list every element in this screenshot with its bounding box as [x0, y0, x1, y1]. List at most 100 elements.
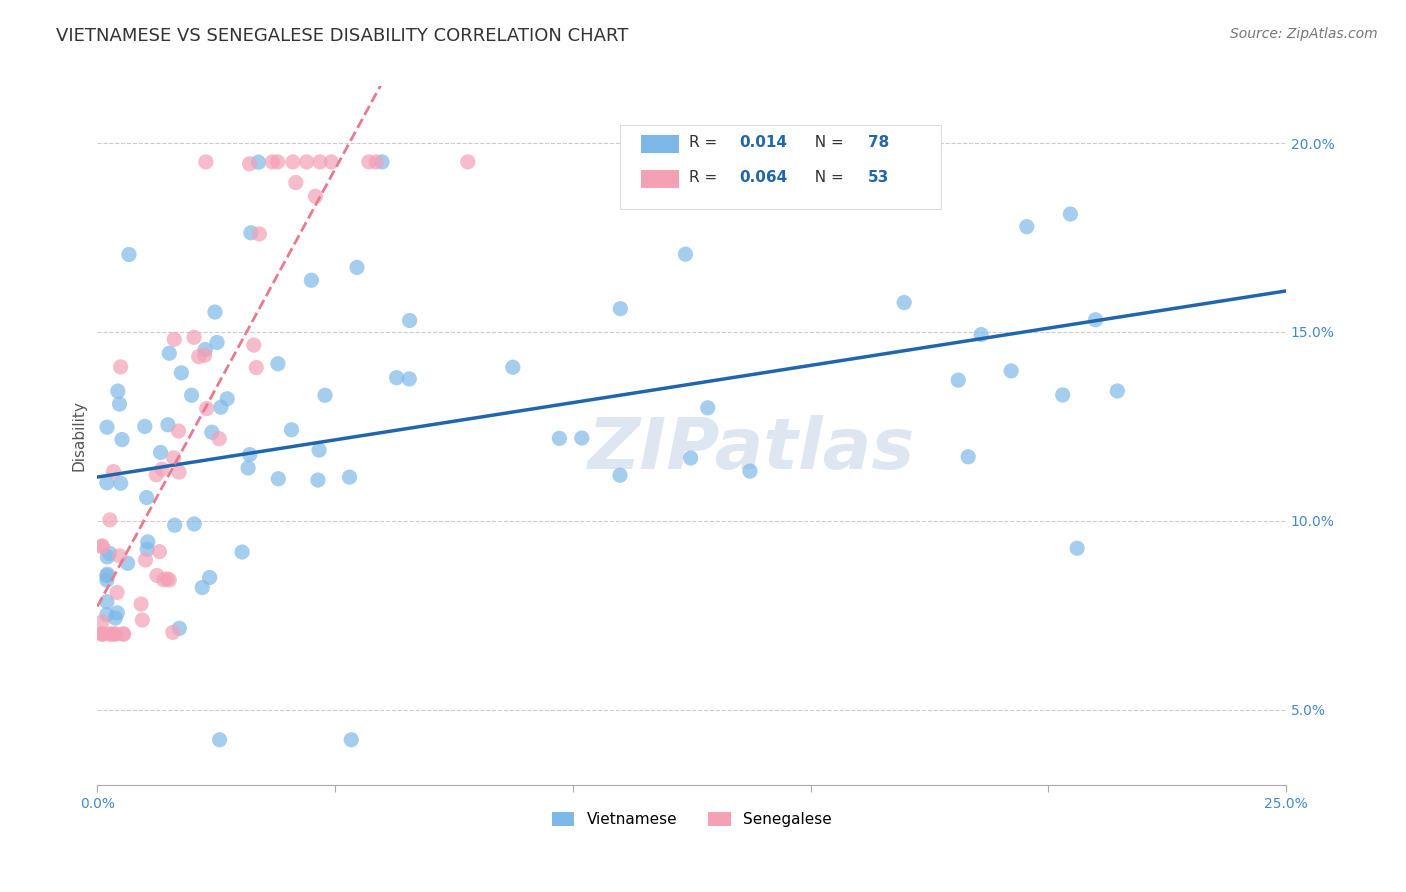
- Point: [131, 613, 153, 627]
- Point: [308, 443, 330, 458]
- Point: [136, 542, 159, 557]
- Point: [239, 226, 262, 240]
- Point: [108, 397, 131, 411]
- Point: [1000, 364, 1022, 378]
- Point: [191, 581, 214, 595]
- Point: [208, 432, 231, 446]
- Point: [247, 155, 270, 169]
- Point: [304, 189, 326, 203]
- Point: [371, 155, 394, 169]
- Point: [548, 431, 571, 445]
- Point: [163, 518, 186, 533]
- Point: [194, 348, 217, 362]
- Point: [157, 346, 180, 360]
- Point: [398, 313, 420, 327]
- Point: [307, 473, 329, 487]
- Point: [295, 155, 318, 169]
- Point: [201, 425, 224, 440]
- Text: N =: N =: [804, 135, 848, 150]
- Point: [156, 417, 179, 432]
- Point: [146, 568, 169, 582]
- Point: [205, 335, 228, 350]
- Point: [738, 464, 761, 478]
- Point: [679, 450, 702, 465]
- Point: [105, 606, 128, 620]
- Point: [1107, 384, 1129, 398]
- Point: [340, 732, 363, 747]
- Point: [366, 155, 388, 169]
- Point: [314, 388, 336, 402]
- Point: [243, 338, 266, 352]
- Point: [385, 370, 408, 384]
- Point: [129, 597, 152, 611]
- Legend: Vietnamese, Senegalese: Vietnamese, Senegalese: [546, 806, 838, 833]
- Point: [145, 467, 167, 482]
- Point: [1066, 541, 1088, 556]
- Point: [893, 295, 915, 310]
- Point: [204, 305, 226, 319]
- Point: [163, 332, 186, 346]
- Point: [104, 627, 127, 641]
- Text: Source: ZipAtlas.com: Source: ZipAtlas.com: [1230, 27, 1378, 41]
- Point: [239, 448, 262, 462]
- FancyBboxPatch shape: [620, 125, 941, 209]
- Point: [110, 359, 132, 374]
- Point: [309, 155, 332, 169]
- Point: [267, 357, 290, 371]
- Point: [110, 476, 132, 491]
- Point: [187, 350, 209, 364]
- Point: [457, 155, 479, 169]
- Point: [96, 420, 118, 434]
- Point: [209, 400, 232, 414]
- Point: [398, 372, 420, 386]
- Point: [98, 546, 121, 560]
- Point: [281, 155, 304, 169]
- Point: [156, 572, 179, 586]
- Point: [96, 567, 118, 582]
- Point: [91, 627, 114, 641]
- Point: [157, 573, 180, 587]
- Point: [321, 155, 343, 169]
- Point: [91, 539, 114, 553]
- Point: [98, 627, 121, 641]
- Point: [970, 327, 993, 342]
- Point: [266, 155, 288, 169]
- FancyBboxPatch shape: [641, 169, 679, 188]
- Point: [167, 424, 190, 438]
- Point: [96, 475, 118, 490]
- Point: [346, 260, 368, 275]
- Point: [194, 343, 217, 357]
- Point: [1084, 312, 1107, 326]
- Point: [91, 540, 114, 554]
- Point: [502, 360, 524, 375]
- Point: [299, 273, 322, 287]
- Point: [105, 585, 128, 599]
- Point: [208, 732, 231, 747]
- Point: [112, 627, 135, 641]
- Point: [150, 462, 173, 476]
- Text: R =: R =: [689, 169, 723, 185]
- Point: [696, 401, 718, 415]
- Point: [609, 301, 631, 316]
- Point: [96, 573, 118, 587]
- Point: [163, 450, 186, 465]
- Point: [194, 155, 217, 169]
- Point: [136, 535, 159, 549]
- Point: [247, 227, 270, 241]
- Point: [134, 553, 156, 567]
- Point: [957, 450, 980, 464]
- Text: R =: R =: [689, 135, 723, 150]
- Point: [357, 155, 380, 169]
- Point: [96, 569, 118, 583]
- Point: [167, 465, 190, 479]
- Point: [104, 611, 127, 625]
- Text: VIETNAMESE VS SENEGALESE DISABILITY CORRELATION CHART: VIETNAMESE VS SENEGALESE DISABILITY CORR…: [56, 27, 628, 45]
- Point: [571, 431, 593, 445]
- Point: [96, 549, 118, 564]
- Point: [1015, 219, 1038, 234]
- Point: [280, 423, 302, 437]
- Point: [117, 557, 139, 571]
- Point: [96, 607, 118, 622]
- Point: [135, 491, 157, 505]
- Point: [96, 595, 118, 609]
